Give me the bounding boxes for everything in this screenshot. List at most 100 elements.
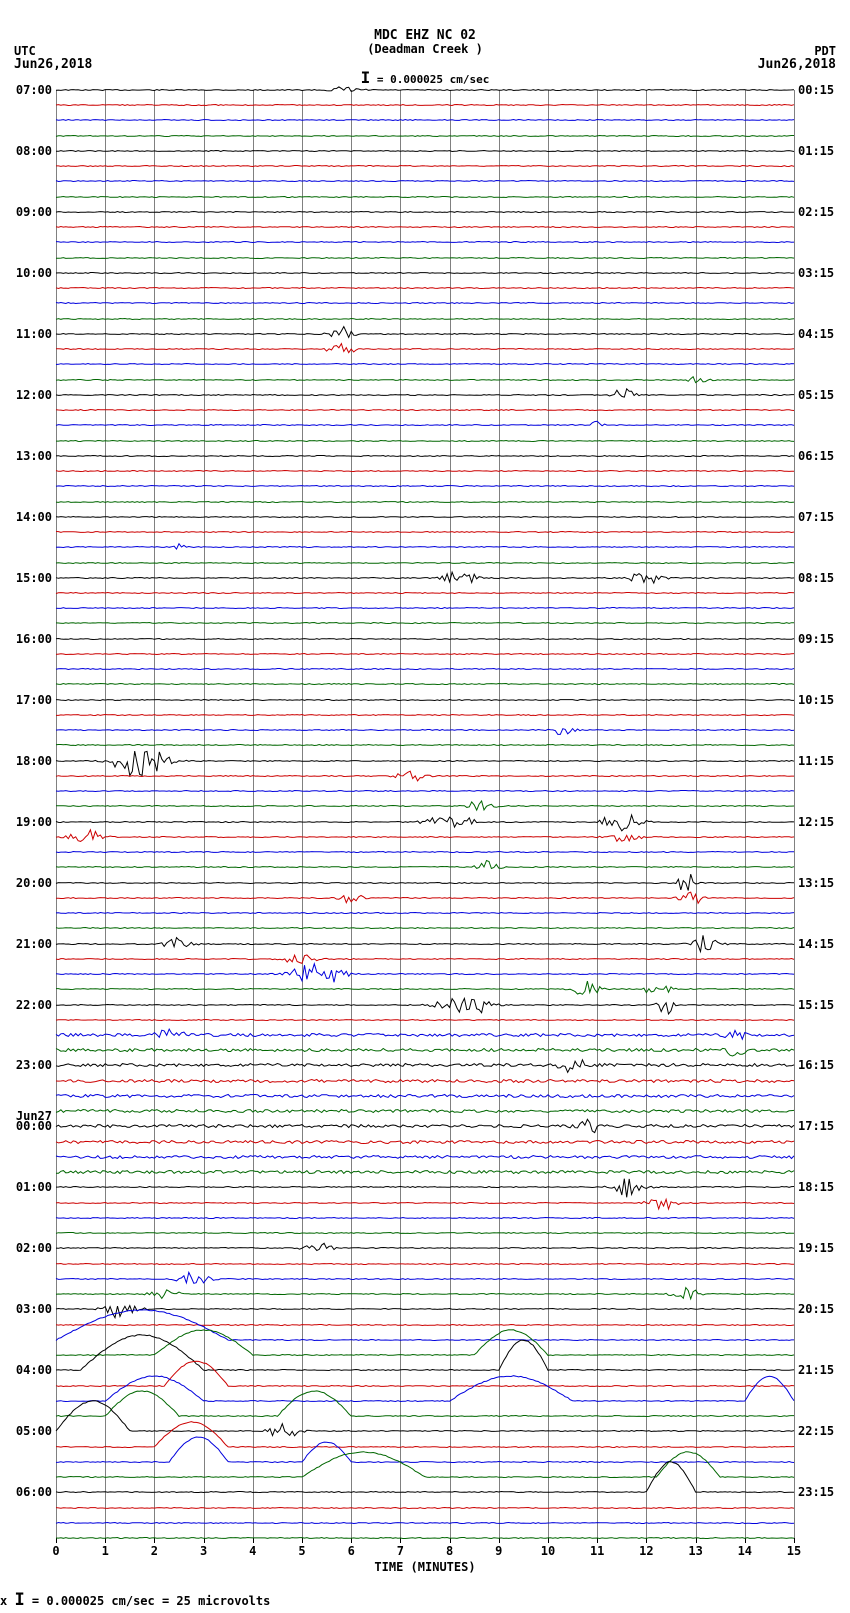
utc-hour-label: 01:00: [16, 1180, 52, 1194]
seismic-trace: [56, 669, 794, 670]
seismic-trace: [56, 837, 794, 838]
utc-hour-label: 08:00: [16, 144, 52, 158]
day-break-label: Jun27: [16, 1109, 52, 1123]
grid-vertical: [597, 90, 598, 1538]
x-tick-mark: [548, 1538, 549, 1543]
seismic-trace: [56, 1355, 794, 1356]
x-tick-label: 4: [249, 1544, 256, 1558]
footer-scale: x I = 0.000025 cm/sec = 25 microvolts: [0, 1590, 270, 1610]
x-axis-label: TIME (MINUTES): [56, 1560, 794, 1574]
seismic-trace: [56, 258, 794, 259]
seismic-trace: [56, 288, 794, 289]
seismic-trace: [56, 791, 794, 792]
seismic-trace: [56, 486, 794, 487]
seismic-trace: [56, 1325, 794, 1326]
x-tick-mark: [400, 1538, 401, 1543]
seismic-trace: [56, 1248, 794, 1249]
utc-hour-label: 04:00: [16, 1363, 52, 1377]
seismogram-container: MDC EHZ NC 02 (Deadman Creek ) I = 0.000…: [0, 0, 850, 1613]
pdt-hour-label: 11:15: [798, 754, 834, 768]
seismic-trace: [56, 1126, 794, 1127]
grid-vertical: [646, 90, 647, 1538]
x-tick-mark: [597, 1538, 598, 1543]
seismic-trace: [56, 563, 794, 564]
x-tick-mark: [794, 1538, 795, 1543]
seismic-trace: [56, 1142, 794, 1143]
x-tick-label: 10: [541, 1544, 555, 1558]
grid-vertical: [253, 90, 254, 1538]
grid-vertical: [696, 90, 697, 1538]
seismic-trace: [56, 1035, 794, 1036]
seismic-trace: [56, 1370, 794, 1371]
seismic-trace: [56, 425, 794, 426]
seismic-trace: [56, 227, 794, 228]
scale-label: I = 0.000025 cm/sec: [0, 68, 850, 87]
seismic-trace: [56, 303, 794, 304]
x-tick-label: 6: [348, 1544, 355, 1558]
seismic-trace: [56, 319, 794, 320]
pdt-timezone-label: PDT: [814, 44, 836, 58]
seismic-trace: [56, 1401, 794, 1402]
station-title: MDC EHZ NC 02: [0, 28, 850, 43]
pdt-hour-label: 19:15: [798, 1241, 834, 1255]
pdt-hour-label: 04:15: [798, 327, 834, 341]
seismic-trace: [56, 90, 794, 91]
seismic-trace: [56, 166, 794, 167]
utc-hour-label: 12:00: [16, 388, 52, 402]
grid-vertical: [351, 90, 352, 1538]
x-tick-label: 13: [688, 1544, 702, 1558]
pdt-hour-label: 14:15: [798, 937, 834, 951]
seismic-trace: [56, 1096, 794, 1097]
pdt-hour-label: 21:15: [798, 1363, 834, 1377]
seismic-trace: [56, 1340, 794, 1341]
utc-hour-label: 20:00: [16, 876, 52, 890]
seismic-trace: [56, 1523, 794, 1524]
pdt-hour-label: 18:15: [798, 1180, 834, 1194]
seismic-trace: [56, 974, 794, 975]
seismic-trace: [56, 1508, 794, 1509]
x-tick-label: 15: [787, 1544, 801, 1558]
x-tick-mark: [499, 1538, 500, 1543]
seismic-trace: [56, 1005, 794, 1006]
seismic-trace: [56, 1050, 794, 1051]
seismic-trace: [56, 1431, 794, 1432]
pdt-hour-label: 06:15: [798, 449, 834, 463]
seismic-trace: [56, 1233, 794, 1234]
seismic-trace: [56, 1294, 794, 1295]
utc-hour-label: 21:00: [16, 937, 52, 951]
utc-hour-label: 16:00: [16, 632, 52, 646]
seismic-trace: [56, 1416, 794, 1417]
seismic-trace: [56, 136, 794, 137]
utc-hour-label: 22:00: [16, 998, 52, 1012]
utc-hour-label: 15:00: [16, 571, 52, 585]
x-tick-mark: [696, 1538, 697, 1543]
x-tick-label: 2: [151, 1544, 158, 1558]
utc-hour-label: 18:00: [16, 754, 52, 768]
seismic-trace: [56, 547, 794, 548]
grid-vertical: [794, 90, 795, 1538]
grid-vertical: [400, 90, 401, 1538]
utc-hour-label: 06:00: [16, 1485, 52, 1499]
seismic-trace: [56, 883, 794, 884]
station-subtitle: (Deadman Creek ): [0, 42, 850, 56]
pdt-hour-label: 22:15: [798, 1424, 834, 1438]
seismic-trace: [56, 684, 794, 685]
seismic-trace: [56, 1081, 794, 1082]
grid-vertical: [745, 90, 746, 1538]
seismic-trace: [56, 1492, 794, 1493]
utc-hour-label: 02:00: [16, 1241, 52, 1255]
utc-hour-label: 23:00: [16, 1058, 52, 1072]
pdt-hour-label: 09:15: [798, 632, 834, 646]
seismic-trace: [56, 1386, 794, 1387]
seismic-trace: [56, 1447, 794, 1448]
x-tick-label: 7: [397, 1544, 404, 1558]
utc-hour-label: 17:00: [16, 693, 52, 707]
grid-vertical: [204, 90, 205, 1538]
grid-vertical: [56, 90, 57, 1538]
grid-vertical: [302, 90, 303, 1538]
seismic-trace: [56, 1172, 794, 1173]
x-tick-label: 3: [200, 1544, 207, 1558]
utc-hour-label: 07:00: [16, 83, 52, 97]
seismic-trace: [56, 151, 794, 152]
utc-date-label: Jun26,2018: [14, 57, 92, 72]
